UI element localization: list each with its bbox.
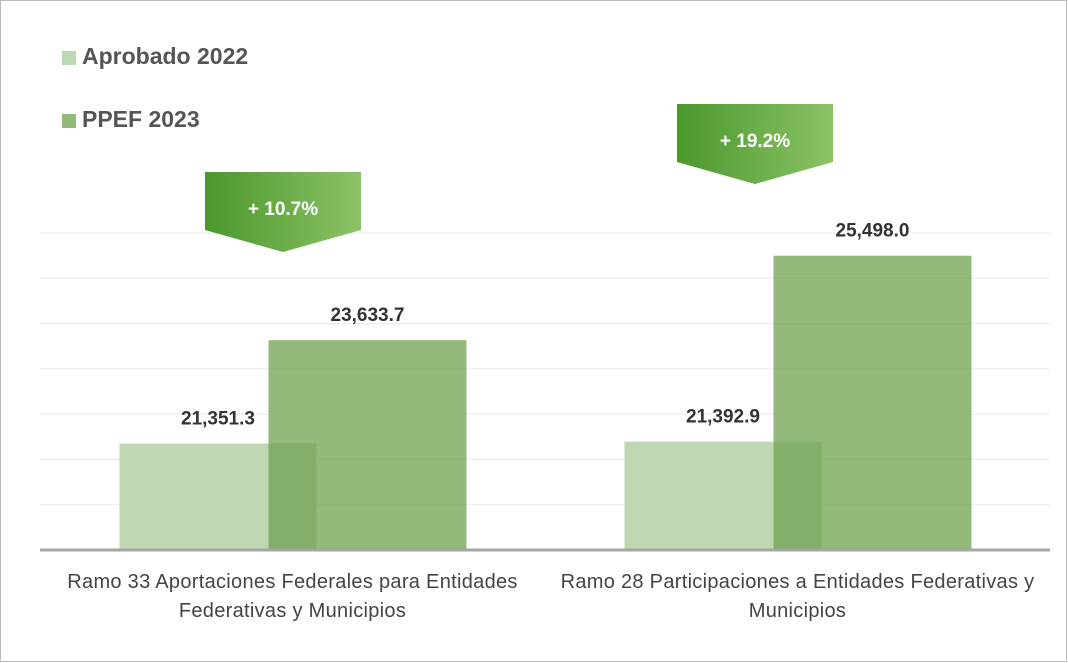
- legend-label: PPEF 2023: [82, 106, 200, 132]
- x-tick-label: Ramo 33 Aportaciones Federales para Enti…: [67, 571, 518, 622]
- value-label: 23,633.7: [331, 305, 405, 326]
- value-label: 21,351.3: [181, 409, 255, 430]
- annotation-arrow: [205, 172, 361, 252]
- value-label: 21,392.9: [686, 407, 760, 428]
- annotation: + 19.2%: [720, 131, 790, 152]
- legend-swatch: [62, 114, 76, 128]
- bar: [268, 340, 467, 550]
- legend-swatch: [62, 51, 76, 65]
- annotation: + 10.7%: [248, 199, 318, 220]
- bar: [773, 255, 972, 550]
- x-tick-label: Ramo 28 Participaciones a Entidades Fede…: [560, 571, 1035, 622]
- annotation-arrow: [677, 104, 833, 184]
- value-label: 25,498.0: [836, 221, 910, 242]
- legend-label: Aprobado 2022: [82, 43, 248, 69]
